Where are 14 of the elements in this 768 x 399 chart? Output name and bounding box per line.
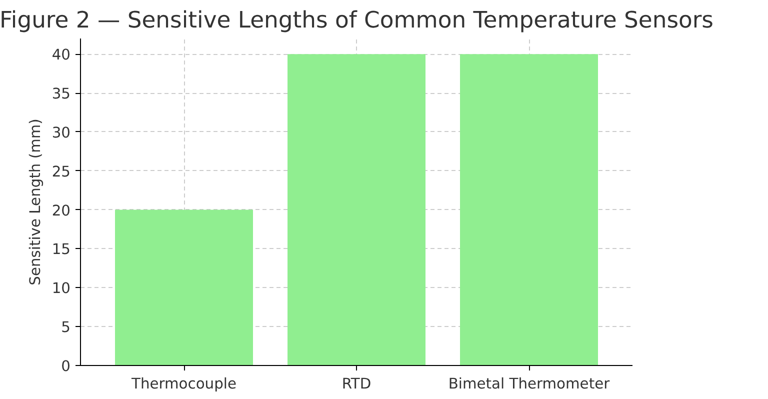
y-tick-label: 40 xyxy=(52,46,71,64)
y-tick-label: 0 xyxy=(61,358,71,375)
x-tick-label: RTD xyxy=(342,376,372,392)
y-tick-label: 35 xyxy=(52,86,71,102)
x-tick-label: Bimetal Thermometer xyxy=(448,376,611,392)
y-tick-label: 15 xyxy=(52,241,71,258)
y-tick-label: 10 xyxy=(52,280,71,298)
x-tick-label: Thermocouple xyxy=(130,376,236,392)
y-axis-title: Sensitive Length (mm) xyxy=(26,118,44,286)
y-tick-label: 25 xyxy=(52,163,71,180)
y-tick-label: 20 xyxy=(52,202,71,220)
y-tick-label: 5 xyxy=(61,319,71,336)
y-tick-label: 30 xyxy=(52,124,71,142)
chart-title: Figure 2 — Sensitive Lengths of Common Temperature Sensors xyxy=(0,8,714,34)
